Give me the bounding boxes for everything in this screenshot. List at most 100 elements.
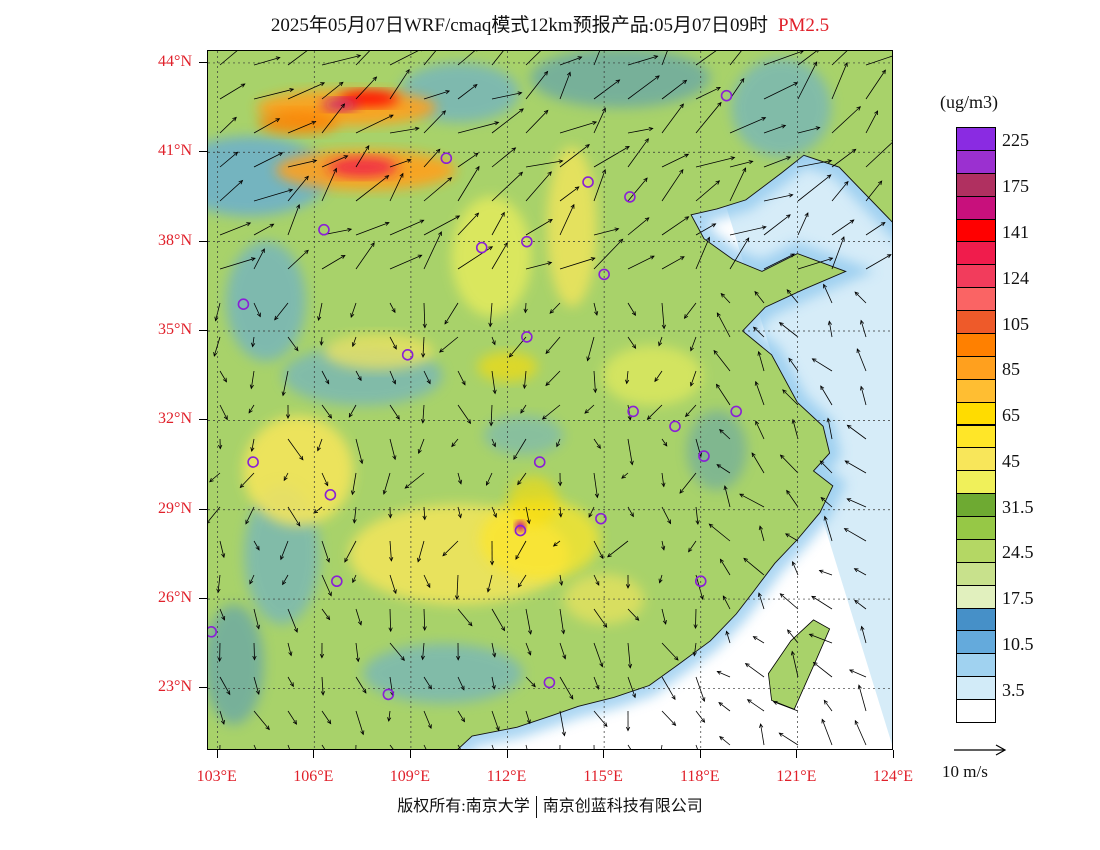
wind-arrow bbox=[253, 676, 260, 695]
wind-arrow bbox=[355, 222, 390, 236]
wind-arrow bbox=[593, 51, 601, 66]
wind-arrow bbox=[661, 79, 687, 100]
wind-arrow bbox=[593, 108, 606, 134]
axis-tick bbox=[603, 750, 605, 758]
wind-arrow bbox=[525, 608, 532, 635]
city-marker bbox=[582, 176, 594, 188]
wind-arrow bbox=[287, 175, 309, 202]
wind-arrow bbox=[593, 472, 598, 498]
wind-arrow bbox=[690, 370, 697, 387]
wind-arrow bbox=[282, 574, 289, 585]
wind-arrow bbox=[695, 608, 697, 629]
wind-arrow bbox=[593, 79, 620, 100]
wind-arrow bbox=[627, 608, 639, 621]
wind-arrow bbox=[854, 568, 867, 576]
wind-arrow bbox=[688, 540, 697, 552]
wind-arrow bbox=[253, 744, 257, 749]
city-marker bbox=[627, 405, 639, 418]
colorbar-label: 45 bbox=[1002, 450, 1020, 471]
wind-arrow bbox=[763, 82, 798, 100]
wind-arrow bbox=[844, 528, 867, 542]
wind-arrow bbox=[219, 370, 227, 383]
wind-arrow bbox=[716, 384, 731, 406]
colorbar-swatch bbox=[956, 218, 996, 243]
city-marker bbox=[720, 89, 733, 102]
city-marker bbox=[514, 524, 527, 537]
wind-arrow bbox=[717, 671, 731, 678]
wind-arrow bbox=[559, 144, 590, 168]
wind-arrow bbox=[747, 699, 765, 712]
wind-arrow bbox=[217, 574, 221, 593]
wind-arrow bbox=[627, 506, 634, 517]
wind-arrow bbox=[849, 669, 867, 678]
wind-arrow bbox=[253, 57, 280, 66]
wind-arrow bbox=[245, 506, 255, 525]
latitude-label: 38°N bbox=[158, 231, 192, 249]
city-marker bbox=[247, 456, 259, 468]
wind-arrow bbox=[423, 710, 432, 729]
concentration-patch bbox=[322, 98, 359, 111]
colorbar-label: 175 bbox=[1002, 176, 1029, 197]
wind-arrow bbox=[695, 676, 705, 702]
wind-arrow bbox=[661, 710, 676, 726]
wind-arrow bbox=[422, 336, 425, 358]
wind-arrow bbox=[724, 485, 731, 508]
wind-arrow bbox=[321, 155, 348, 168]
wind-arrow bbox=[389, 159, 411, 168]
axis-tick bbox=[199, 419, 207, 421]
concentration-patch bbox=[686, 410, 747, 491]
lat-lon-grid bbox=[208, 51, 892, 749]
wind-arrow bbox=[780, 454, 799, 474]
wind-arrow bbox=[520, 404, 527, 414]
axis-tick bbox=[199, 151, 207, 153]
wind-arrow bbox=[729, 160, 753, 168]
city-marker bbox=[318, 223, 330, 236]
wind-arrow bbox=[627, 642, 631, 668]
wind-arrow bbox=[858, 685, 867, 712]
wind-arrow bbox=[593, 744, 595, 749]
wind-arrow bbox=[865, 110, 879, 134]
wind-arrow bbox=[350, 302, 357, 318]
wind-arrow bbox=[753, 636, 765, 644]
wind-arrow bbox=[758, 351, 765, 372]
wind-arrow bbox=[797, 160, 832, 168]
colorbar-swatch bbox=[956, 493, 996, 518]
wind-arrow bbox=[661, 51, 668, 66]
wind-arrow bbox=[823, 700, 833, 712]
wind-arrow bbox=[287, 51, 308, 66]
wind-arrow bbox=[457, 166, 480, 202]
wind-arrow bbox=[729, 51, 742, 66]
concentration-patch bbox=[243, 416, 354, 526]
wind-arrow bbox=[627, 217, 650, 236]
wind-arrow bbox=[559, 506, 562, 517]
concentration-patch bbox=[208, 136, 330, 217]
colorbar-swatch bbox=[956, 424, 996, 449]
wind-arrow bbox=[593, 642, 603, 667]
wind-arrow bbox=[417, 540, 425, 562]
wind-arrow bbox=[661, 540, 665, 550]
wind-arrow bbox=[423, 51, 437, 66]
city-marker bbox=[521, 331, 533, 343]
wind-arrow bbox=[718, 702, 731, 712]
wind-arrow bbox=[779, 732, 799, 746]
colorbar-units: (ug/m3) bbox=[940, 92, 998, 112]
longitude-label: 103°E bbox=[196, 768, 237, 785]
wind-arrow bbox=[559, 642, 566, 659]
city-marker bbox=[598, 268, 610, 281]
longitude-label: 118°E bbox=[679, 768, 720, 785]
axis-tick bbox=[199, 330, 207, 331]
wind-arrow bbox=[865, 222, 886, 236]
city-marker bbox=[382, 688, 395, 701]
wind-arrow bbox=[525, 51, 541, 66]
wind-arrow bbox=[444, 302, 459, 325]
wind-arrow bbox=[525, 642, 531, 656]
colorbar-label: 85 bbox=[1002, 359, 1020, 380]
axis-tick bbox=[199, 61, 207, 63]
longitude-label: 106°E bbox=[293, 768, 334, 785]
wind-arrow bbox=[355, 744, 357, 749]
wind-arrow bbox=[491, 108, 524, 134]
wind-arrow bbox=[248, 404, 255, 414]
wind-arrow bbox=[491, 608, 505, 631]
wind-arrow bbox=[661, 472, 665, 487]
wind-arrow bbox=[559, 574, 563, 586]
